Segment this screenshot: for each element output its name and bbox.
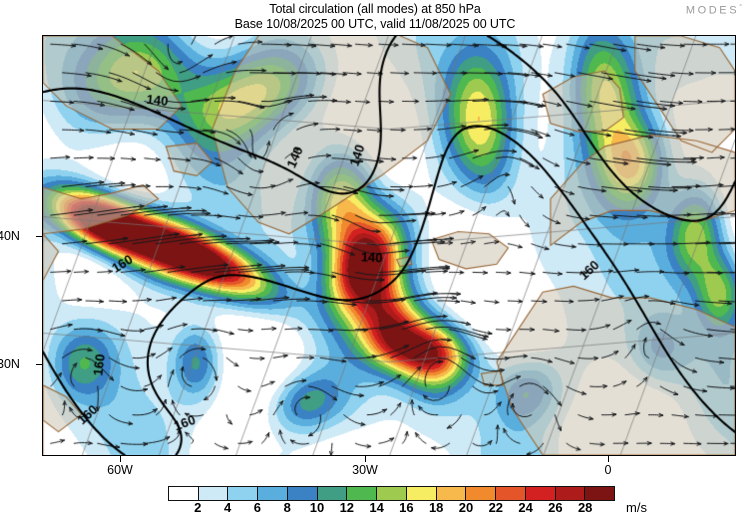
colorbar-tick-6: 6 xyxy=(253,500,262,515)
chart-title-block: Total circulation (all modes) at 850 hPa… xyxy=(0,2,750,31)
y-axis-label-40n: 40N xyxy=(0,229,20,243)
colorbar-tick-4: 4 xyxy=(223,500,232,515)
colorbar-swatch-9 xyxy=(436,487,467,500)
chart-subtitle: Base 10/08/2025 00 UTC, valid 11/08/2025… xyxy=(234,16,516,31)
brand-text: MODES xyxy=(685,4,740,17)
x-tick-60w xyxy=(120,456,122,462)
x-tick-30w xyxy=(365,456,367,462)
colorbar-swatch-2 xyxy=(228,487,259,500)
colorbar-tick-26: 26 xyxy=(548,500,563,515)
colorbar xyxy=(168,486,615,501)
colorbar-tick-2: 2 xyxy=(194,500,202,515)
wind-speed-map xyxy=(43,36,735,455)
colorbar-swatch-3 xyxy=(258,487,288,500)
x-axis-label-60w: 60W xyxy=(107,463,133,477)
colorbar-swatch-5 xyxy=(317,487,348,500)
colorbar-swatch-12 xyxy=(525,487,556,500)
colorbar-swatch-7 xyxy=(377,487,407,500)
colorbar-swatch-10 xyxy=(466,487,497,500)
colorbar-tick-22: 22 xyxy=(488,500,504,515)
x-axis-label-0: 0 xyxy=(604,463,612,477)
y-tick-30n xyxy=(36,364,42,366)
colorbar-tick-24: 24 xyxy=(518,500,533,515)
colorbar-swatch-4 xyxy=(287,487,318,500)
colorbar-swatch-14 xyxy=(585,487,615,500)
modes-brand-logo: MODES° xyxy=(686,4,742,17)
colorbar-tick-16: 16 xyxy=(399,500,414,515)
colorbar-tick-14: 14 xyxy=(369,500,384,515)
colorbar-swatch-11 xyxy=(496,487,526,500)
colorbar-tick-18: 18 xyxy=(428,500,444,515)
x-axis-label-30w: 30W xyxy=(352,463,378,477)
y-axis-label-30n: 30N xyxy=(0,357,20,371)
page-title: Total circulation (all modes) at 850 hPa xyxy=(269,2,481,16)
colorbar-swatch-6 xyxy=(347,487,378,500)
colorbar-swatch-1 xyxy=(198,487,229,500)
colorbar-swatch-0 xyxy=(169,487,199,500)
colorbar-swatch-8 xyxy=(406,487,437,500)
map-plot-area xyxy=(42,35,736,456)
colorbar-unit-label: m/s xyxy=(626,500,647,515)
colorbar-tick-12: 12 xyxy=(339,500,355,515)
colorbar-swatches xyxy=(168,486,615,501)
x-tick-0 xyxy=(608,456,610,462)
colorbar-tick-28: 28 xyxy=(577,500,593,515)
colorbar-tick-20: 20 xyxy=(458,500,474,515)
brand-mark: ° xyxy=(739,4,742,11)
colorbar-tick-10: 10 xyxy=(309,500,325,515)
colorbar-ticklabels: 2 4 6 8 10 12 14 16 18 20 22 24 26 28 xyxy=(168,500,615,516)
y-tick-40n xyxy=(36,236,42,238)
colorbar-tick-8: 8 xyxy=(283,500,291,515)
colorbar-swatch-13 xyxy=(555,487,586,500)
